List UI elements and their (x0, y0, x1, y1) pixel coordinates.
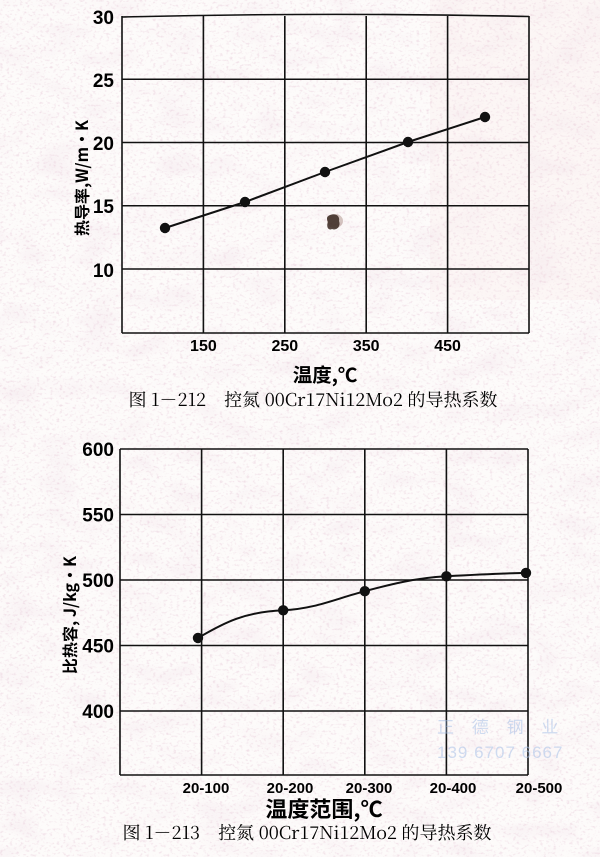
svg-text:20-500: 20-500 (516, 780, 563, 797)
svg-text:250: 250 (271, 338, 298, 355)
svg-text:450: 450 (82, 637, 114, 658)
svg-text:图 1－213 控氮 00Cr17Ni12Mo2 的导热系数: 图 1－213 控氮 00Cr17Ni12Mo2 的导热系数 (122, 819, 491, 845)
svg-text:500: 500 (82, 571, 114, 592)
svg-text:热导率,W/m·K: 热导率,W/m·K (69, 119, 93, 236)
svg-text:139 6707 6667: 139 6707 6667 (437, 743, 563, 762)
svg-text:20: 20 (93, 134, 114, 155)
svg-text:150: 150 (190, 338, 217, 355)
svg-text:25: 25 (93, 71, 115, 92)
svg-text:10: 10 (93, 261, 114, 282)
svg-text:温度,℃: 温度,℃ (293, 359, 358, 388)
svg-text:15: 15 (93, 197, 115, 218)
svg-text:30: 30 (93, 8, 114, 29)
svg-text:20-100: 20-100 (183, 780, 230, 797)
svg-text:正 德 钢 业: 正 德 钢 业 (437, 713, 565, 738)
svg-text:图 1－212 控氮 00Cr17Ni12Mo2 的导热系数: 图 1－212 控氮 00Cr17Ni12Mo2 的导热系数 (128, 386, 497, 412)
svg-text:400: 400 (82, 702, 114, 723)
svg-text:450: 450 (434, 338, 461, 355)
svg-text:550: 550 (82, 506, 114, 527)
svg-text:350: 350 (353, 338, 380, 355)
svg-text:比热容, J/kg·K: 比热容, J/kg·K (57, 555, 81, 674)
svg-text:600: 600 (82, 440, 114, 461)
svg-text:20-400: 20-400 (430, 780, 477, 797)
